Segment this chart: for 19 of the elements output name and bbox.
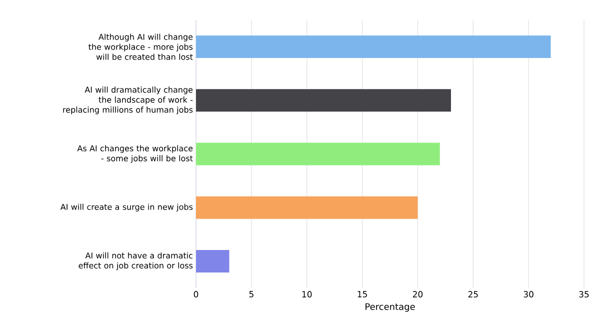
bar: [196, 89, 451, 112]
y-tick-label: As AI changes the workplace - some jobs will be lost: [77, 145, 193, 163]
y-tick-label: AI will not have a dramatic effect on job creation or loss: [78, 252, 193, 270]
bar: [196, 36, 551, 58]
bar: [196, 142, 440, 166]
x-tick-label: 35: [579, 291, 589, 298]
bar: [196, 250, 230, 272]
y-tick-label: AI will create a surge in new jobs: [60, 204, 193, 212]
y-tick-label: AI will dramatically change the landscape of work -replacing millions of human jobs: [63, 86, 193, 114]
x-tick-label: 25: [468, 291, 478, 298]
x-tick-label: 20: [412, 291, 423, 298]
x-axis-title: Percentage: [366, 303, 415, 312]
bar: [196, 196, 418, 219]
x-tick-label: 0: [194, 291, 198, 298]
x-tick-label: 5: [249, 291, 254, 298]
y-tick-label: Although AI will change the workplace - more jobs will be created than lost: [88, 34, 193, 60]
x-tick-label: 15: [358, 291, 367, 298]
x-tick-label: 30: [524, 291, 534, 298]
x-tick-label: 10: [302, 291, 312, 298]
